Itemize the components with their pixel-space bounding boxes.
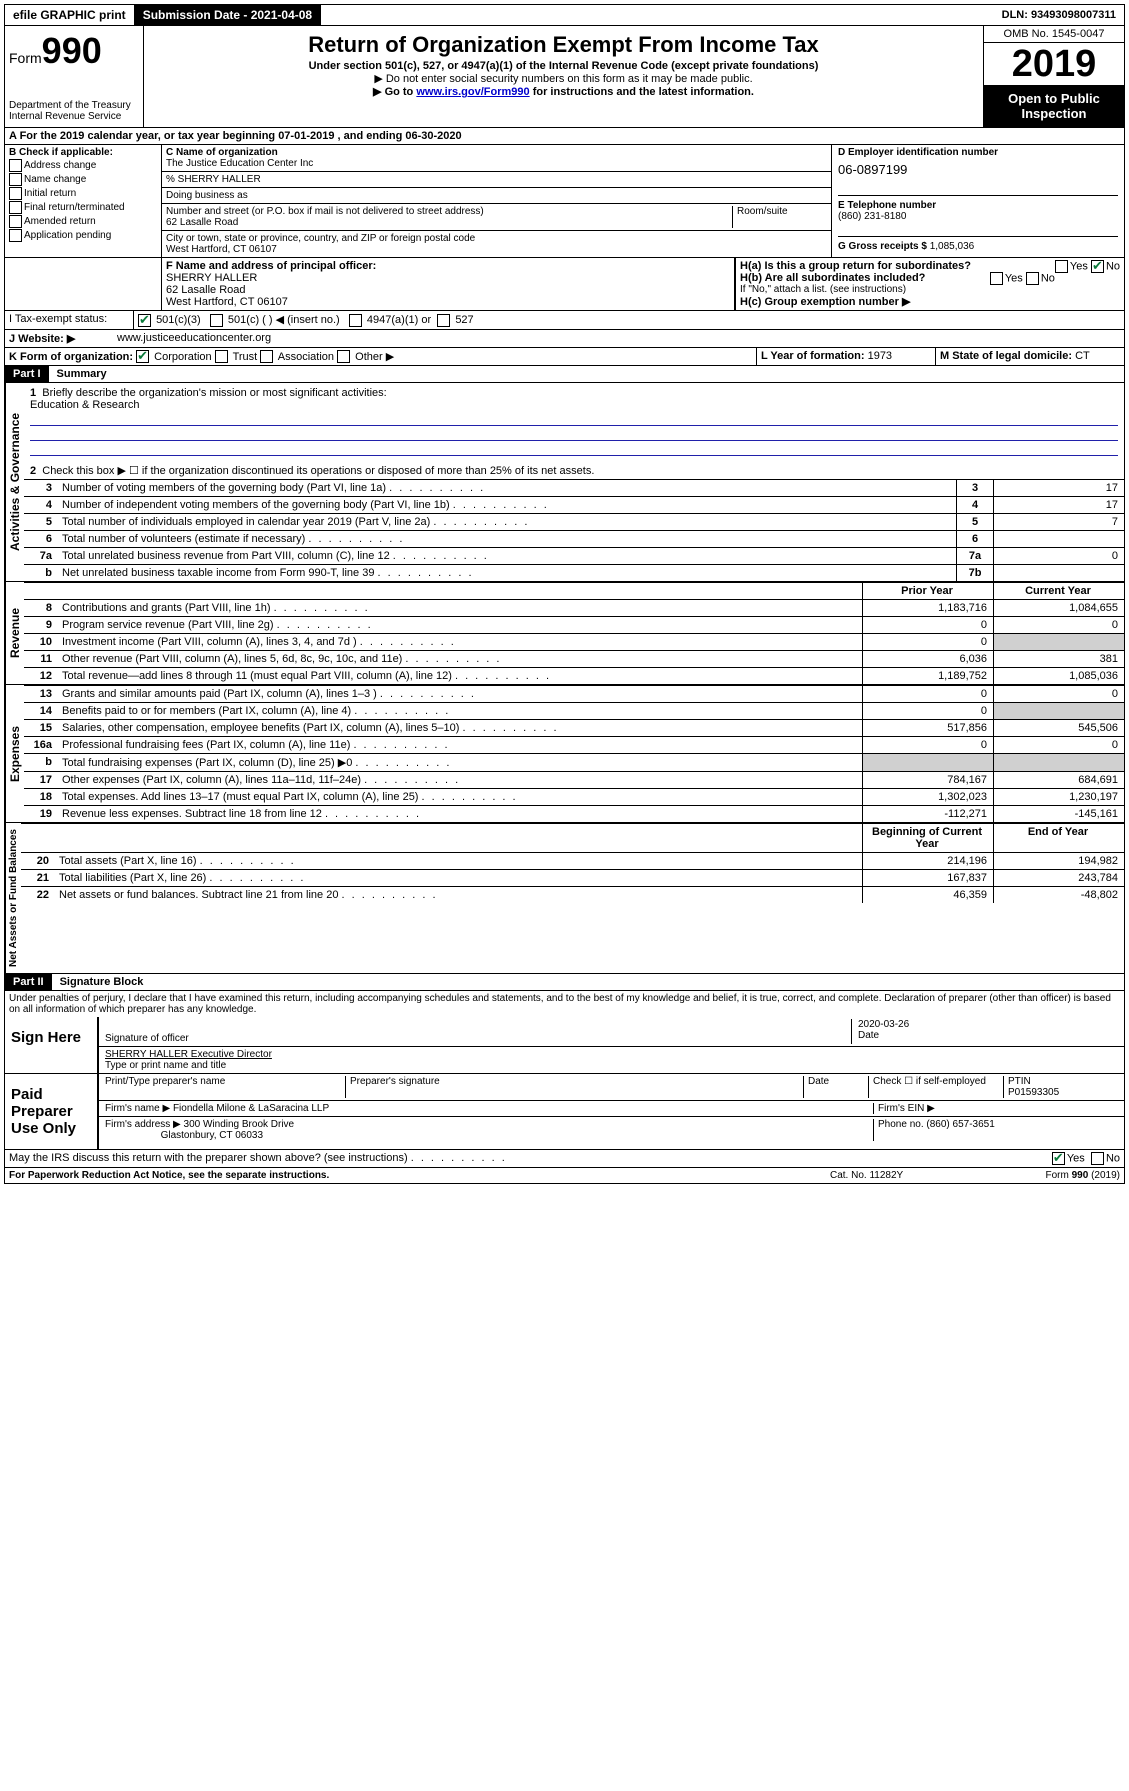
- vlabel-expenses: Expenses: [5, 685, 24, 822]
- footer-left: For Paperwork Reduction Act Notice, see …: [9, 1170, 830, 1181]
- form-subtitle: Under section 501(c), 527, or 4947(a)(1)…: [152, 60, 975, 72]
- sign-date: 2020-03-26: [858, 1019, 909, 1030]
- cb-discuss-yes[interactable]: [1052, 1152, 1065, 1165]
- cb-initial[interactable]: Initial return: [9, 187, 157, 200]
- firm-addr1: 300 Winding Brook Drive: [184, 1119, 295, 1130]
- care-of: % SHERRY HALLER: [162, 172, 831, 188]
- mission-text: Education & Research: [30, 399, 139, 411]
- website-link[interactable]: www.justiceeducationcenter.org: [113, 330, 1124, 347]
- period-row: A For the 2019 calendar year, or tax yea…: [4, 128, 1125, 145]
- org-city: West Hartford, CT 06107: [166, 244, 277, 255]
- gross-receipts: 1,085,036: [930, 241, 975, 252]
- cb-amended[interactable]: Amended return: [9, 215, 157, 228]
- ein-value: 06-0897199: [838, 158, 1118, 177]
- state-domicile: CT: [1075, 350, 1090, 362]
- form-title: Return of Organization Exempt From Incom…: [152, 32, 975, 58]
- dept-label: Department of the Treasury: [9, 100, 139, 111]
- submission-date: Submission Date - 2021-04-08: [135, 5, 321, 25]
- part1-header: Part I: [5, 366, 49, 382]
- note-ssn: ▶ Do not enter social security numbers o…: [152, 72, 975, 85]
- footer-right: Form 990 (2019): [990, 1170, 1120, 1181]
- irs-link[interactable]: www.irs.gov/Form990: [416, 86, 529, 98]
- cb-discuss-no[interactable]: [1091, 1152, 1104, 1165]
- sign-here-label: Sign Here: [5, 1017, 99, 1073]
- period-text: A For the 2019 calendar year, or tax yea…: [5, 128, 1124, 144]
- ptin-value: P01593305: [1008, 1087, 1059, 1098]
- org-street: 62 Lasalle Road: [166, 217, 238, 228]
- governance-table: 3Number of voting members of the governi…: [24, 479, 1124, 581]
- revenue-table: Prior YearCurrent Year8Contributions and…: [24, 582, 1124, 684]
- top-toolbar: efile GRAPHIC print Submission Date - 20…: [4, 4, 1125, 26]
- footer-mid: Cat. No. 11282Y: [830, 1170, 990, 1181]
- cb-name[interactable]: Name change: [9, 173, 157, 186]
- cb-pending[interactable]: Application pending: [9, 229, 157, 242]
- firm-phone: (860) 657-3651: [926, 1119, 994, 1130]
- irs-label: Internal Revenue Service: [9, 111, 139, 122]
- expenses-table: 13Grants and similar amounts paid (Part …: [24, 685, 1124, 822]
- org-block: C Name of organization The Justice Educa…: [162, 145, 831, 257]
- h-a: H(a) Is this a group return for subordin…: [740, 260, 1120, 272]
- cb-final[interactable]: Final return/terminated: [9, 201, 157, 214]
- form-number: Form990: [9, 30, 139, 72]
- note-link: ▶ Go to www.irs.gov/Form990 for instruct…: [152, 85, 975, 98]
- cb-address[interactable]: Address change: [9, 159, 157, 172]
- part1-title: Summary: [49, 366, 115, 382]
- officer-typed-name: SHERRY HALLER Executive Director: [105, 1049, 272, 1060]
- omb-number: OMB No. 1545-0047: [984, 26, 1124, 43]
- vlabel-revenue: Revenue: [5, 582, 24, 684]
- h-b: H(b) Are all subordinates included? Yes …: [740, 272, 1120, 284]
- cb-corp[interactable]: [136, 350, 149, 363]
- form-header: Form990 Department of the Treasury Inter…: [4, 26, 1125, 128]
- dln-label: DLN: 93493098007311: [994, 6, 1124, 24]
- vlabel-governance: Activities & Governance: [5, 383, 24, 581]
- vlabel-netassets: Net Assets or Fund Balances: [5, 823, 21, 973]
- year-formation: 1973: [868, 350, 892, 362]
- tax-year: 2019: [984, 43, 1124, 85]
- part2-title: Signature Block: [52, 974, 152, 990]
- efile-button[interactable]: efile GRAPHIC print: [5, 5, 135, 25]
- org-name: The Justice Education Center Inc: [166, 158, 313, 169]
- h-c: H(c) Group exemption number ▶: [740, 295, 1120, 308]
- officer-name: SHERRY HALLER: [166, 272, 257, 284]
- perjury-text: Under penalties of perjury, I declare th…: [4, 991, 1125, 1017]
- cb-501c3[interactable]: [138, 314, 151, 327]
- netassets-table: Beginning of Current YearEnd of Year20To…: [21, 823, 1124, 903]
- phone-value: (860) 231-8180: [838, 211, 906, 222]
- part2-header: Part II: [5, 974, 52, 990]
- check-applicable: B Check if applicable: Address change Na…: [5, 145, 162, 257]
- paid-preparer-label: Paid Preparer Use Only: [5, 1074, 99, 1149]
- open-to-public: Open to Public Inspection: [984, 85, 1124, 127]
- firm-name: Fiondella Milone & LaSaracina LLP: [173, 1103, 329, 1114]
